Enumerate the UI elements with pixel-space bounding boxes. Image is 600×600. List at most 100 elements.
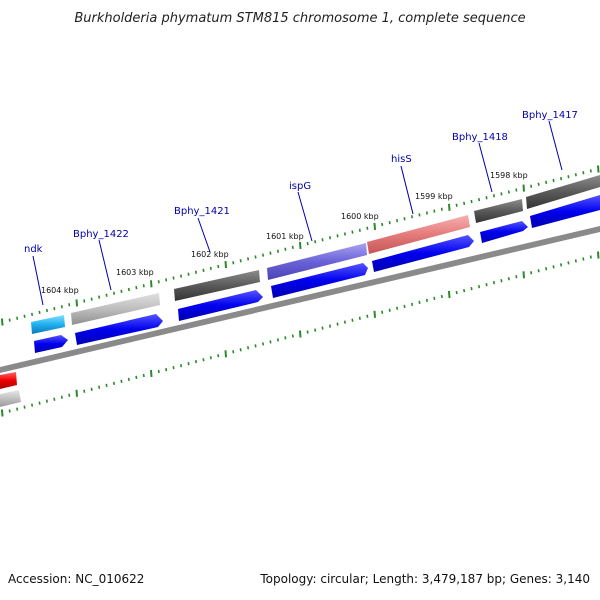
tick-mark-minor xyxy=(321,238,324,242)
cds-arrow-ndk[interactable] xyxy=(34,335,68,353)
gene-bar-partial-red[interactable] xyxy=(0,372,17,389)
tick-label: 1598 kbp xyxy=(490,171,528,180)
tick-mark-minor xyxy=(396,306,399,310)
tick-mark-minor xyxy=(381,310,384,314)
tick-marks-outer xyxy=(1,165,600,326)
tick-mark-minor xyxy=(157,369,160,374)
tick-mark-minor xyxy=(8,409,11,413)
tick-mark-minor xyxy=(284,247,287,251)
tick-mark-minor xyxy=(135,285,138,290)
gene-label-ispg[interactable]: ispG xyxy=(289,181,311,192)
cds-arrow-ispg[interactable] xyxy=(271,263,368,298)
cds-arrow-bphy-1422[interactable] xyxy=(75,314,163,345)
tick-mark-minor xyxy=(262,342,265,346)
tick-mark-minor xyxy=(403,304,406,309)
tick-mark-minor xyxy=(306,330,309,334)
tick-mark-minor xyxy=(83,299,86,303)
tick-mark-major xyxy=(522,271,525,279)
tick-mark-minor xyxy=(560,176,563,181)
leader-line xyxy=(297,191,313,242)
gene-bar-bphy-1421[interactable] xyxy=(174,270,260,301)
leader-line xyxy=(197,217,211,253)
tick-mark-major xyxy=(75,299,78,307)
leader-line xyxy=(478,142,493,193)
tick-mark-major xyxy=(597,165,600,173)
tick-mark-minor xyxy=(232,261,235,265)
tick-mark-minor xyxy=(45,308,48,313)
tick-mark-minor xyxy=(425,298,428,303)
tick-mark-major xyxy=(224,261,227,269)
tick-mark-minor xyxy=(68,393,71,397)
tick-mark-major xyxy=(150,369,153,378)
tick-label: 1602 kbp xyxy=(191,250,229,259)
gene-label-ndk[interactable]: ndk xyxy=(24,244,43,255)
tick-mark-minor xyxy=(262,253,265,257)
tick-mark-minor xyxy=(68,303,71,307)
tick-mark-minor xyxy=(530,271,533,275)
tick-mark-minor xyxy=(276,338,279,342)
tick-mark-minor xyxy=(90,297,93,301)
gene-bar-ispg[interactable] xyxy=(267,243,367,280)
tick-marks-inner xyxy=(1,251,600,417)
tick-mark-minor xyxy=(396,218,399,223)
tick-mark-minor xyxy=(247,257,250,261)
tick-mark-minor xyxy=(98,295,101,299)
tick-mark-minor xyxy=(455,290,458,295)
tick-mark-minor xyxy=(343,320,346,324)
tick-mark-minor xyxy=(545,267,548,271)
tick-mark-minor xyxy=(314,328,317,332)
tick-mark-minor xyxy=(440,207,443,211)
gene-bar-partial-gray[interactable] xyxy=(0,390,21,407)
tick-mark-minor xyxy=(209,356,212,360)
tick-mark-minor xyxy=(247,346,250,350)
tick-mark-minor xyxy=(254,344,257,348)
gene-label-bphy-1422[interactable]: Bphy_1422 xyxy=(73,229,129,240)
tick-mark-minor xyxy=(157,280,160,284)
topology-summary-text: Topology: circular; Length: 3,479,187 bp… xyxy=(260,572,590,586)
tick-mark-minor xyxy=(433,296,436,301)
tick-mark-minor xyxy=(582,257,585,261)
tick-mark-minor xyxy=(366,314,369,318)
cds-arrow-bphy-1417[interactable] xyxy=(530,195,600,228)
tick-mark-minor xyxy=(470,199,473,204)
tick-mark-minor xyxy=(98,385,101,389)
cds-arrow-hiss[interactable] xyxy=(372,235,474,272)
tick-mark-major xyxy=(373,222,376,230)
gene-bar-bphy-1417[interactable] xyxy=(526,175,600,209)
gene-label-bphy-1418[interactable]: Bphy_1418 xyxy=(452,132,508,143)
tick-mark-minor xyxy=(8,318,11,322)
tick-mark-minor xyxy=(455,203,458,207)
tick-mark-minor xyxy=(336,322,339,326)
gene-bar-bphy-1418[interactable] xyxy=(474,199,523,223)
tick-mark-minor xyxy=(388,220,391,225)
gene-label-hiss[interactable]: hisS xyxy=(391,154,412,165)
tick-mark-minor xyxy=(351,318,354,322)
tick-mark-minor xyxy=(545,180,548,185)
tick-mark-minor xyxy=(202,268,205,273)
tick-mark-major xyxy=(299,330,302,338)
cds-arrow-bphy-1421[interactable] xyxy=(178,290,263,321)
gene-bar-hiss[interactable] xyxy=(367,215,470,254)
tick-mark-minor xyxy=(142,284,145,288)
tick-mark-minor xyxy=(165,367,168,372)
tick-mark-minor xyxy=(38,310,41,315)
gene-bar-ndk[interactable] xyxy=(31,315,65,334)
tick-mark-minor xyxy=(358,228,361,232)
gene-bar-bphy-1422[interactable] xyxy=(71,293,160,325)
tick-mark-minor xyxy=(507,190,510,194)
tick-mark-minor xyxy=(180,363,183,368)
leader-line xyxy=(98,239,112,291)
tick-mark-minor xyxy=(276,249,279,253)
gene-label-bphy-1421[interactable]: Bphy_1421 xyxy=(174,206,230,217)
tick-mark-minor xyxy=(113,291,116,295)
gene-label-bphy-1417[interactable]: Bphy_1417 xyxy=(522,110,578,121)
tick-mark-major xyxy=(150,280,153,288)
tick-mark-minor xyxy=(23,314,26,318)
tick-mark-minor xyxy=(366,226,369,230)
tick-mark-major xyxy=(1,318,4,326)
cds-arrow-bphy-1418[interactable] xyxy=(480,221,528,243)
tick-mark-minor xyxy=(582,171,585,175)
tick-mark-minor xyxy=(574,173,577,177)
tick-mark-minor xyxy=(411,215,414,219)
